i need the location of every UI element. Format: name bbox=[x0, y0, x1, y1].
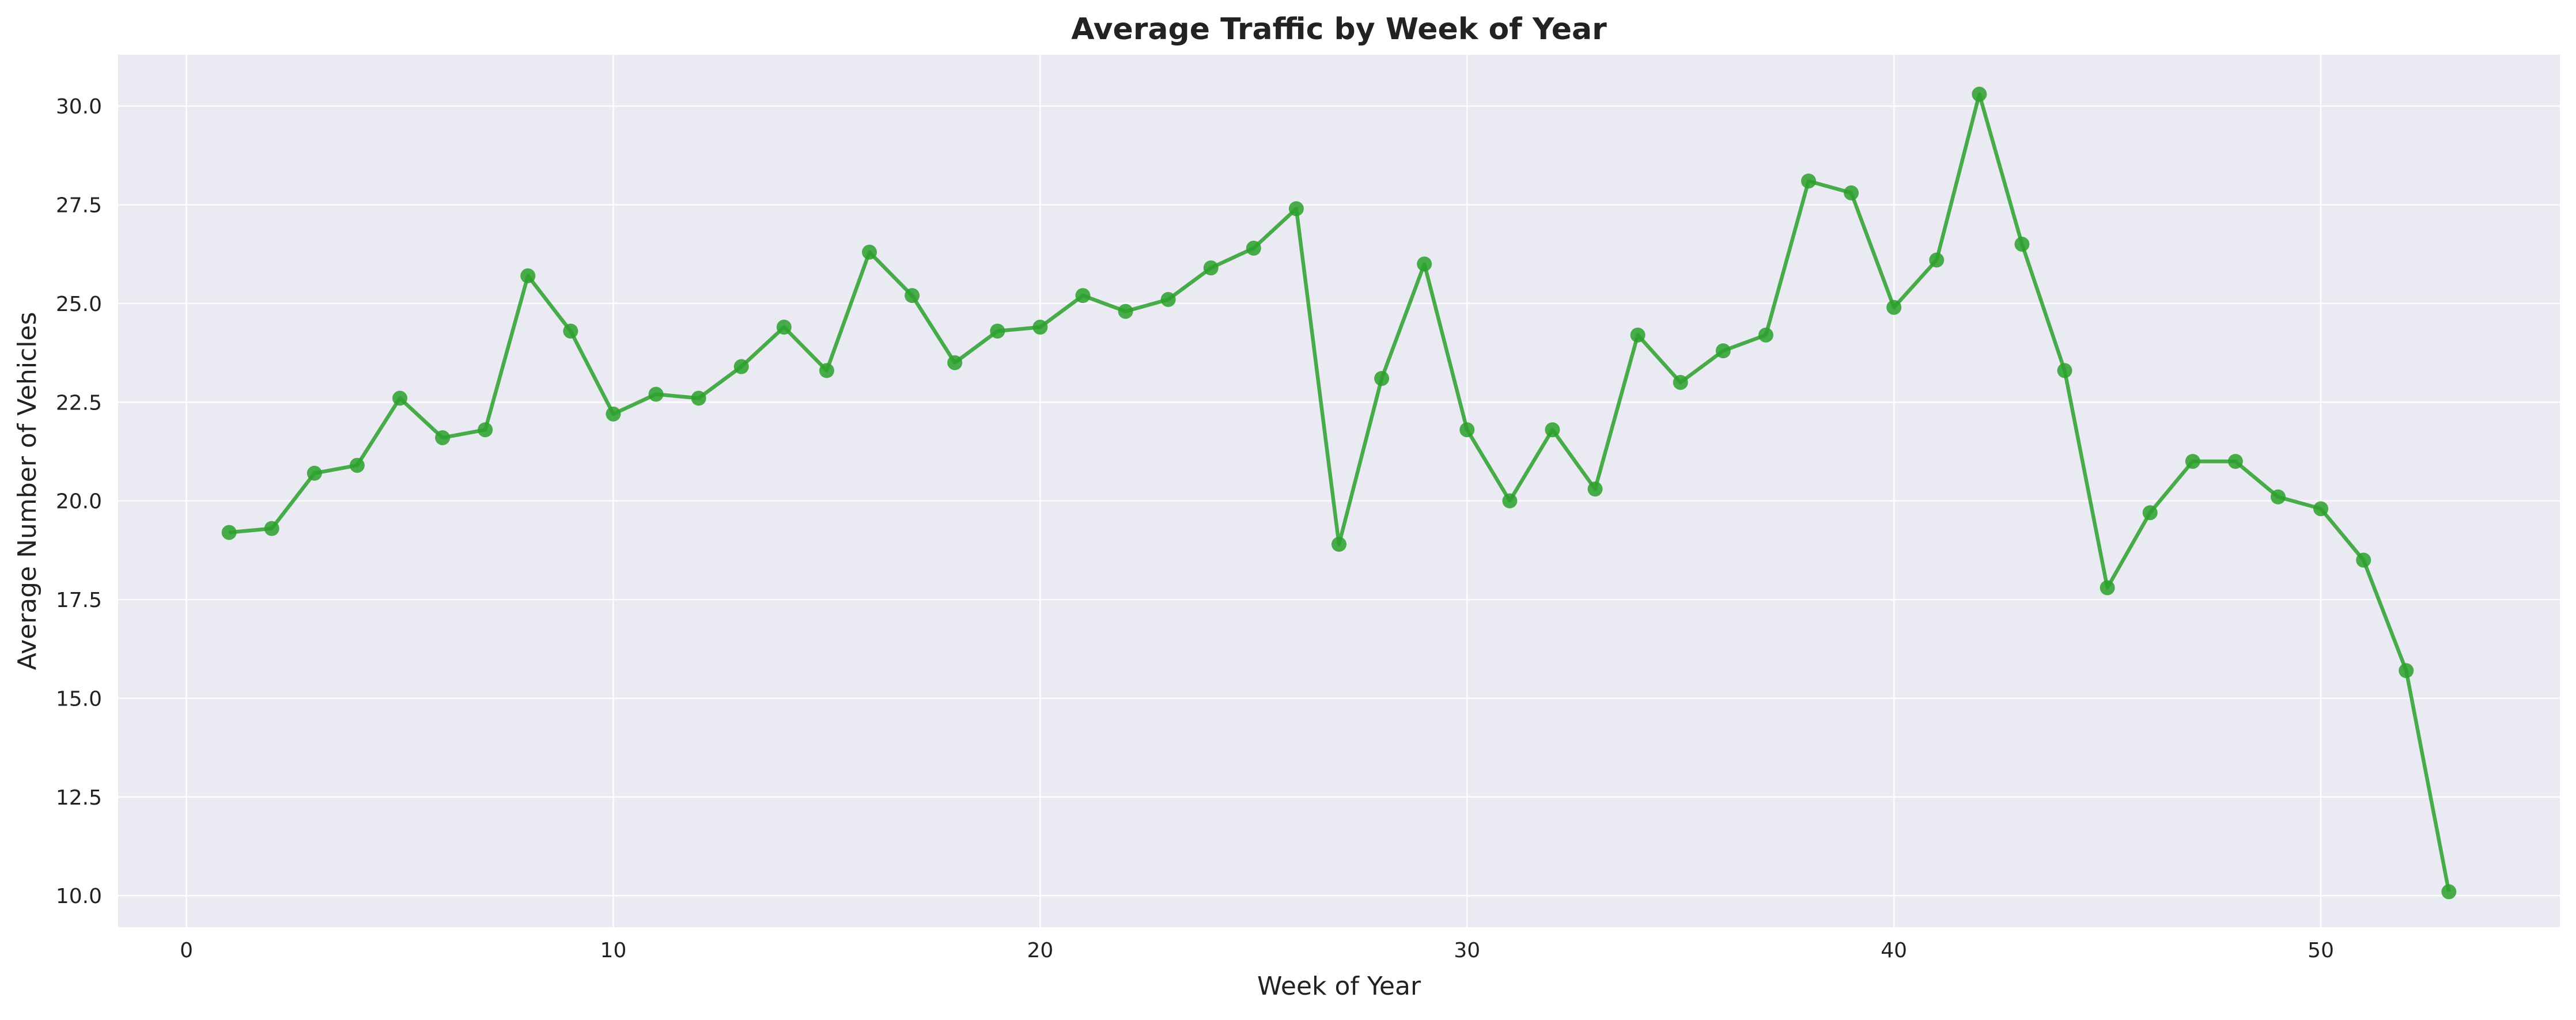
y-tick-label: 10.0 bbox=[56, 885, 102, 908]
data-point bbox=[819, 363, 834, 378]
data-point bbox=[1715, 343, 1731, 359]
data-point bbox=[1886, 299, 1902, 315]
data-point bbox=[392, 390, 407, 406]
data-point bbox=[2271, 489, 2286, 505]
x-tick-label: 30 bbox=[1454, 939, 1480, 962]
data-point bbox=[1459, 422, 1475, 438]
data-point bbox=[2100, 580, 2115, 596]
data-point bbox=[606, 406, 621, 422]
data-point bbox=[1075, 288, 1091, 304]
data-point bbox=[2399, 663, 2414, 678]
plot-area bbox=[118, 55, 2560, 927]
data-point bbox=[1246, 240, 1261, 256]
data-point bbox=[1929, 252, 1945, 268]
data-point bbox=[1630, 327, 1646, 343]
data-point bbox=[2057, 363, 2072, 378]
x-tick-label: 50 bbox=[2308, 939, 2334, 962]
data-point bbox=[520, 268, 536, 283]
data-point bbox=[1288, 201, 1304, 217]
y-tick-label: 15.0 bbox=[56, 687, 102, 711]
data-point bbox=[1331, 537, 1346, 552]
data-point bbox=[435, 430, 451, 445]
axis-ticks: 0 10 20 30 40 50 10.0 12.5 15.0 17.5 20.0 22.5 25.0 2… bbox=[56, 95, 2334, 962]
y-axis-label: Average Number of Vehicles bbox=[13, 312, 42, 670]
y-tick-label: 25.0 bbox=[56, 293, 102, 316]
data-point bbox=[2142, 505, 2158, 521]
y-tick-label: 12.5 bbox=[56, 786, 102, 810]
data-point bbox=[905, 288, 920, 304]
data-point bbox=[733, 359, 749, 374]
data-point bbox=[691, 390, 706, 406]
data-point bbox=[947, 355, 963, 370]
y-tick-label: 22.5 bbox=[56, 391, 102, 415]
data-point bbox=[2356, 552, 2371, 568]
x-tick-label: 20 bbox=[1027, 939, 1053, 962]
data-point bbox=[2313, 501, 2329, 517]
data-point bbox=[776, 320, 792, 335]
data-point bbox=[1972, 86, 1987, 102]
y-tick-label: 20.0 bbox=[56, 490, 102, 514]
data-point bbox=[1160, 292, 1176, 308]
x-tick-label: 40 bbox=[1881, 939, 1907, 962]
data-point bbox=[648, 386, 664, 402]
data-point bbox=[2441, 884, 2457, 900]
x-tick-label: 0 bbox=[180, 939, 193, 962]
data-point bbox=[1758, 327, 1773, 343]
data-point bbox=[1502, 493, 1518, 509]
data-point bbox=[1118, 304, 1133, 319]
data-point bbox=[264, 521, 279, 536]
data-series bbox=[221, 86, 2457, 900]
grid-lines bbox=[118, 55, 2560, 927]
data-point bbox=[563, 323, 578, 339]
data-point bbox=[1587, 481, 1603, 497]
y-tick-label: 27.5 bbox=[56, 194, 102, 217]
data-point bbox=[1545, 422, 1560, 438]
data-point bbox=[1203, 260, 1219, 276]
data-point bbox=[349, 457, 365, 473]
data-point bbox=[990, 323, 1005, 339]
x-tick-label: 10 bbox=[600, 939, 627, 962]
data-point bbox=[478, 422, 493, 438]
chart-title: Average Traffic by Week of Year bbox=[1071, 12, 1607, 47]
data-point bbox=[1417, 256, 1432, 272]
x-axis-label: Week of Year bbox=[1257, 972, 1421, 1001]
data-point bbox=[1801, 173, 1816, 189]
data-point bbox=[1844, 185, 1859, 200]
y-tick-label: 17.5 bbox=[56, 589, 102, 612]
data-point bbox=[1673, 374, 1688, 390]
data-point bbox=[2227, 454, 2243, 469]
data-point bbox=[2014, 237, 2030, 252]
data-point bbox=[307, 465, 322, 481]
data-point bbox=[221, 525, 237, 540]
data-point bbox=[1032, 320, 1048, 335]
data-point bbox=[1374, 371, 1390, 386]
y-tick-label: 30.0 bbox=[56, 95, 102, 119]
data-point bbox=[862, 244, 877, 260]
data-point bbox=[2185, 454, 2200, 469]
